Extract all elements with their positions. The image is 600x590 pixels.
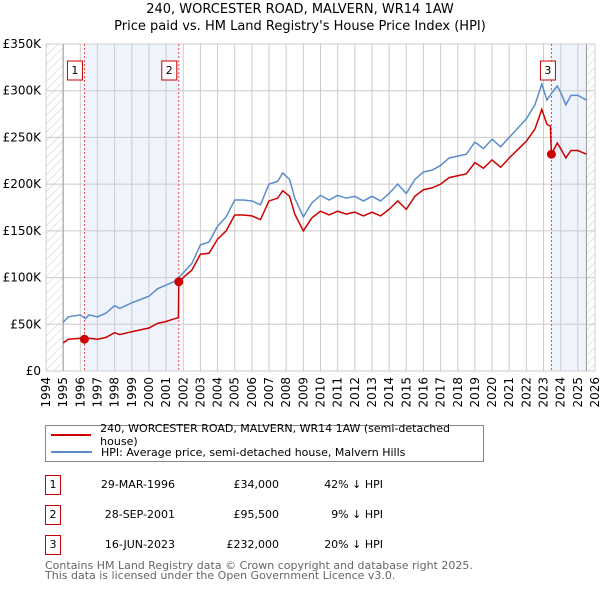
sale-point <box>79 334 89 344</box>
x-tick-label: 2020 <box>485 377 499 408</box>
hpi-line <box>62 81 587 323</box>
sale-price: £34,000 <box>233 478 280 491</box>
y-tick-label: £150K <box>3 224 43 238</box>
sale-price: £232,000 <box>226 538 280 551</box>
x-tick-label: 1996 <box>73 377 87 408</box>
sale-date: 16-JUN-2023 <box>104 538 175 551</box>
sale-row: 3 16-JUN-2023 £232,000 20% ↓ HPI <box>45 535 445 555</box>
blue-line-swatch <box>51 451 92 453</box>
x-tick-label: 2014 <box>382 377 396 408</box>
sale-price: £95,500 <box>233 508 280 521</box>
x-tick-label: 1999 <box>125 377 139 408</box>
x-tick-label: 2026 <box>588 377 600 408</box>
x-tick-label: 2024 <box>554 377 568 408</box>
x-tick-label: 2008 <box>279 377 293 408</box>
sale-date: 29-MAR-1996 <box>100 478 175 491</box>
legend: 240, WORCESTER ROAD, MALVERN, WR14 1AW (… <box>45 422 484 462</box>
hatched-region-before <box>46 44 64 371</box>
y-tick-label: £300K <box>3 84 43 98</box>
y-tick-label: £200K <box>3 177 43 191</box>
x-tick-label: 1995 <box>56 377 70 408</box>
y-tick-label: £250K <box>3 130 43 144</box>
sale-row: 1 29-MAR-1996 £34,000 42% ↓ HPI <box>45 475 445 495</box>
sale-point <box>174 277 184 287</box>
x-tick-label: 1994 <box>39 377 53 408</box>
sale-marker-label: 3 <box>544 64 551 77</box>
x-tick-label: 2021 <box>502 377 516 408</box>
sale-marker-box <box>66 60 83 81</box>
footer-line-2: This data is licensed under the Open Gov… <box>45 569 396 582</box>
x-tick-label: 2013 <box>365 377 379 408</box>
sale-hpi-diff: 9% ↓ HPI <box>331 508 383 521</box>
y-tick-label: £50K <box>10 317 42 331</box>
x-tick-label: 2002 <box>176 377 190 408</box>
y-tick-label: £100K <box>3 271 43 285</box>
sale-marker-box <box>161 60 178 81</box>
sale-hpi-diff: 42% ↓ HPI <box>324 478 383 491</box>
sale-point <box>546 149 556 159</box>
x-tick-label: 2018 <box>451 377 465 408</box>
red-line-swatch <box>51 434 92 436</box>
x-tick-label: 2004 <box>211 377 225 408</box>
x-tick-label: 2025 <box>571 377 585 408</box>
x-tick-label: 2010 <box>314 377 328 408</box>
footer-line-1: Contains HM Land Registry data © Crown c… <box>45 559 473 572</box>
sale-marker-number: 3 <box>45 535 61 555</box>
x-tick-label: 2009 <box>296 377 310 408</box>
sale-marker-label: 1 <box>71 64 78 77</box>
x-tick-label: 2007 <box>262 377 276 408</box>
legend-item-property: 240, WORCESTER ROAD, MALVERN, WR14 1AW (… <box>46 422 483 448</box>
x-tick-label: 2023 <box>537 377 551 408</box>
x-tick-label: 1997 <box>90 377 104 408</box>
x-tick-label: 2000 <box>142 377 156 408</box>
price-chart: 1994 1995 1996 1997 1998 1999 2000 2001 2002 2003… <box>3 37 600 408</box>
x-tick-label: 2011 <box>331 377 345 408</box>
y-tick-label: £350K <box>3 37 43 51</box>
sale-hpi-diff: 20% ↓ HPI <box>324 538 383 551</box>
x-tick-label: 2006 <box>245 377 259 408</box>
chart-subtitle: Price paid vs. HM Land Registry's House … <box>114 19 486 34</box>
x-tick-label: 2019 <box>468 377 482 408</box>
x-tick-label: 2015 <box>399 377 413 408</box>
x-tick-label: 2005 <box>228 377 242 408</box>
ownership-shaded-region <box>551 44 587 371</box>
hatched-region-after <box>586 44 595 371</box>
x-tick-label: 2001 <box>159 377 173 408</box>
legend-label: 240, WORCESTER ROAD, MALVERN, WR14 1AW (… <box>100 422 450 448</box>
sale-marker-number: 1 <box>45 475 61 495</box>
x-tick-label: 2022 <box>519 377 533 408</box>
x-tick-label: 1998 <box>108 377 122 408</box>
sale-marker-number: 2 <box>45 505 61 525</box>
legend-label: HPI: Average price, semi-detached house,… <box>101 445 406 459</box>
sale-marker-label: 2 <box>166 64 173 77</box>
chart-title: 240, WORCESTER ROAD, MALVERN, WR14 1AW <box>146 2 454 17</box>
x-tick-label: 2012 <box>348 377 362 408</box>
sale-marker-box <box>539 60 556 81</box>
y-tick-label: £0 <box>26 364 41 378</box>
x-tick-label: 2003 <box>193 377 207 408</box>
sale-row: 2 28-SEP-2001 £95,500 9% ↓ HPI <box>45 505 445 525</box>
sale-date: 28-SEP-2001 <box>104 508 175 521</box>
legend-item-hpi: HPI: Average price, semi-detached house,… <box>46 444 405 460</box>
x-tick-label: 2016 <box>416 377 430 408</box>
x-tick-label: 2017 <box>434 377 448 408</box>
price-paid-line <box>62 107 587 344</box>
